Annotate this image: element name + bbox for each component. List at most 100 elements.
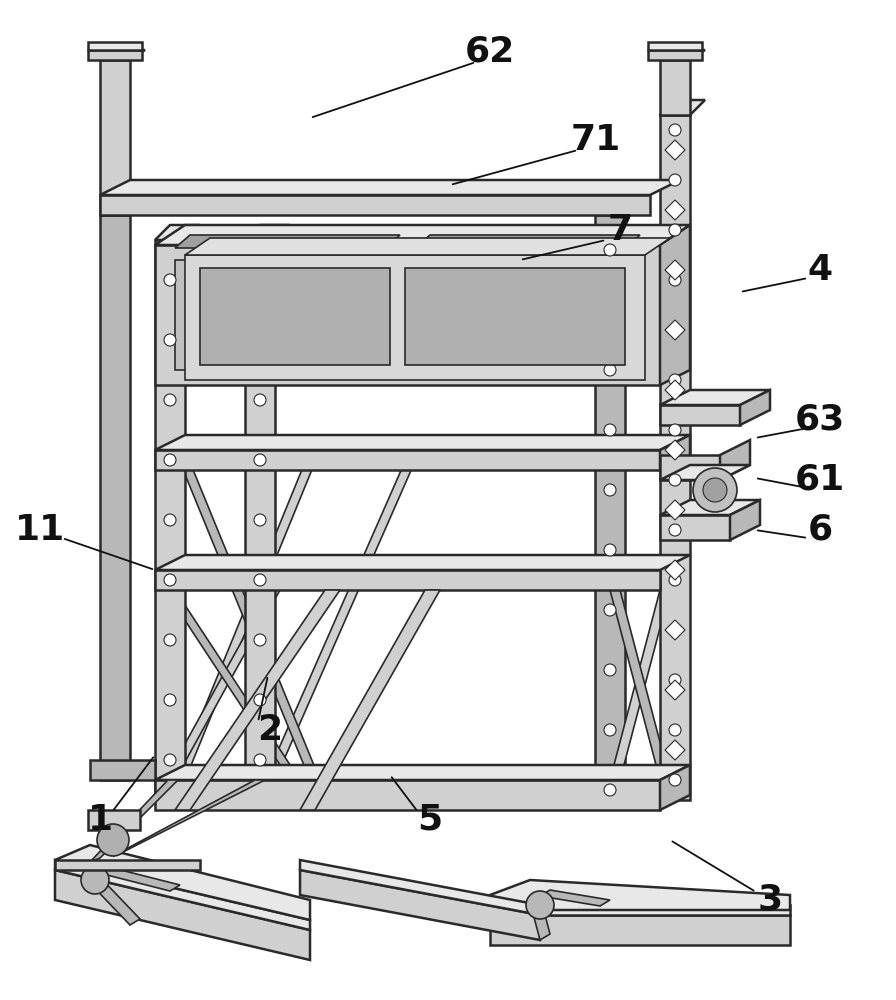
Polygon shape (100, 50, 145, 60)
Polygon shape (665, 140, 685, 160)
Circle shape (669, 674, 681, 686)
Circle shape (164, 454, 176, 466)
Polygon shape (155, 570, 660, 590)
Circle shape (669, 474, 681, 486)
Polygon shape (660, 50, 705, 60)
Polygon shape (88, 50, 142, 60)
Polygon shape (610, 590, 670, 780)
Circle shape (164, 394, 176, 406)
Circle shape (669, 324, 681, 336)
Polygon shape (175, 450, 320, 780)
Circle shape (526, 891, 554, 919)
Circle shape (669, 524, 681, 536)
Circle shape (669, 724, 681, 736)
Polygon shape (155, 450, 660, 470)
Polygon shape (185, 255, 645, 380)
Polygon shape (660, 465, 750, 480)
Circle shape (604, 784, 616, 796)
Polygon shape (100, 215, 130, 780)
Circle shape (703, 478, 727, 502)
Text: 7: 7 (607, 213, 633, 247)
Polygon shape (610, 590, 670, 780)
Polygon shape (155, 240, 185, 800)
Circle shape (164, 694, 176, 706)
Polygon shape (720, 440, 750, 480)
Text: 5: 5 (418, 803, 443, 837)
Polygon shape (665, 740, 685, 760)
Circle shape (604, 604, 616, 616)
Polygon shape (405, 268, 625, 365)
Circle shape (604, 304, 616, 316)
Polygon shape (95, 866, 180, 891)
Polygon shape (665, 200, 685, 220)
Text: 71: 71 (571, 123, 621, 157)
Polygon shape (648, 50, 702, 60)
Polygon shape (490, 905, 790, 915)
Polygon shape (100, 195, 650, 215)
Circle shape (254, 574, 266, 586)
Circle shape (164, 754, 176, 766)
Polygon shape (665, 560, 685, 580)
Circle shape (254, 694, 266, 706)
Polygon shape (660, 100, 705, 115)
Polygon shape (55, 860, 200, 870)
Polygon shape (425, 260, 640, 370)
Polygon shape (665, 620, 685, 640)
Circle shape (254, 454, 266, 466)
Polygon shape (175, 260, 410, 370)
Polygon shape (660, 390, 770, 405)
Circle shape (669, 274, 681, 286)
Circle shape (254, 634, 266, 646)
Polygon shape (665, 380, 685, 400)
Circle shape (669, 624, 681, 636)
Polygon shape (648, 42, 702, 50)
Text: 1: 1 (88, 803, 113, 837)
Circle shape (604, 364, 616, 376)
Polygon shape (490, 915, 790, 945)
Polygon shape (175, 450, 320, 780)
Polygon shape (660, 225, 690, 385)
Circle shape (164, 514, 176, 526)
Polygon shape (55, 870, 310, 960)
Polygon shape (530, 896, 550, 940)
Polygon shape (113, 780, 265, 856)
Polygon shape (660, 500, 760, 515)
Polygon shape (415, 235, 640, 248)
Polygon shape (165, 590, 280, 780)
Polygon shape (90, 760, 155, 780)
Circle shape (604, 544, 616, 556)
Polygon shape (300, 590, 440, 810)
Polygon shape (155, 780, 660, 810)
Text: 6: 6 (807, 513, 832, 547)
Circle shape (693, 468, 737, 512)
Polygon shape (740, 390, 770, 425)
Polygon shape (660, 115, 690, 800)
Circle shape (81, 866, 109, 894)
Circle shape (254, 394, 266, 406)
Polygon shape (88, 810, 140, 830)
Polygon shape (665, 500, 685, 520)
Circle shape (97, 824, 129, 856)
Circle shape (669, 574, 681, 586)
Circle shape (669, 124, 681, 136)
Polygon shape (540, 890, 610, 906)
Polygon shape (665, 320, 685, 340)
Polygon shape (155, 225, 690, 245)
Polygon shape (155, 555, 690, 570)
Polygon shape (100, 180, 680, 195)
Polygon shape (730, 500, 760, 540)
Polygon shape (175, 235, 400, 248)
Text: 61: 61 (795, 463, 845, 497)
Polygon shape (665, 680, 685, 700)
Circle shape (604, 724, 616, 736)
Circle shape (669, 224, 681, 236)
Polygon shape (660, 455, 720, 480)
Circle shape (669, 174, 681, 186)
Circle shape (254, 334, 266, 346)
Polygon shape (660, 515, 730, 540)
Circle shape (669, 374, 681, 386)
Circle shape (164, 334, 176, 346)
Circle shape (254, 274, 266, 286)
Circle shape (604, 664, 616, 676)
Polygon shape (490, 880, 790, 910)
